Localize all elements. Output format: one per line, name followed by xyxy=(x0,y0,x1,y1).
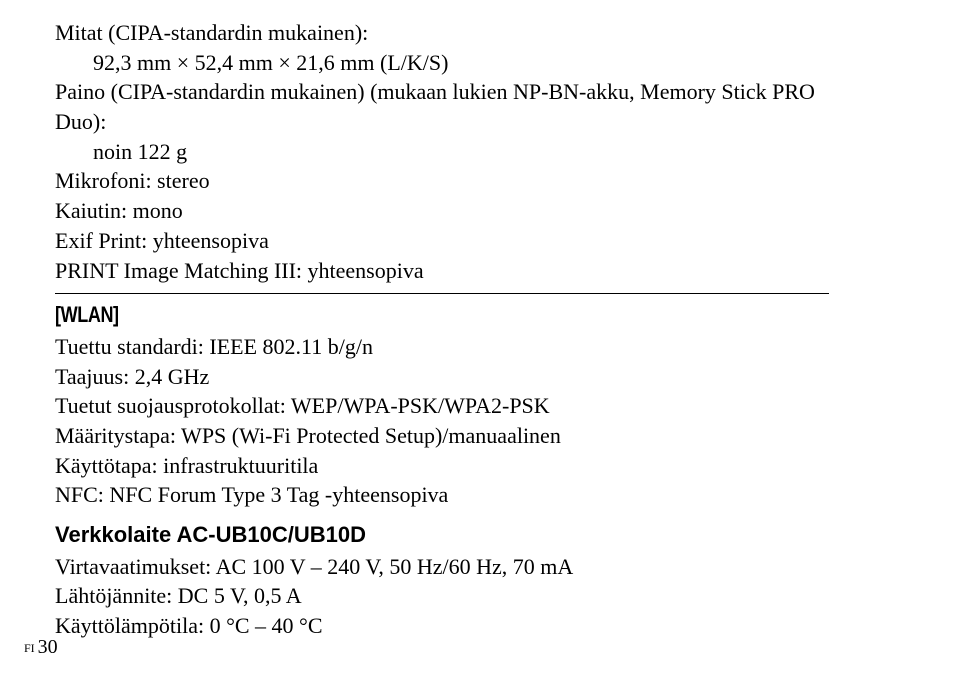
weight-label-line2: Duo): xyxy=(55,107,829,137)
wlan-setup: Määritystapa: WPS (Wi-Fi Protected Setup… xyxy=(55,421,829,451)
speaker-spec: Kaiutin: mono xyxy=(55,196,829,226)
weight-value: noin 122 g xyxy=(55,137,829,167)
adapter-heading: Verkkolaite AC-UB10C/UB10D xyxy=(55,520,829,550)
pim-spec: PRINT Image Matching III: yhteensopiva xyxy=(55,256,829,286)
weight-label-line1: Paino (CIPA-standardin mukainen) (mukaan… xyxy=(55,77,829,107)
page-footer: FI 30 xyxy=(24,636,58,659)
dimensions-value: 92,3 mm × 52,4 mm × 21,6 mm (L/K/S) xyxy=(55,48,829,78)
wlan-usage: Käyttötapa: infrastruktuuritila xyxy=(55,451,829,481)
footer-prefix: FI xyxy=(24,641,35,655)
document-content: Mitat (CIPA-standardin mukainen): 92,3 m… xyxy=(55,18,829,641)
wlan-heading: [WLAN] xyxy=(55,300,690,330)
wlan-security: Tuetut suojausprotokollat: WEP/WPA-PSK/W… xyxy=(55,391,829,421)
wlan-standard: Tuettu standardi: IEEE 802.11 b/g/n xyxy=(55,332,829,362)
microphone-spec: Mikrofoni: stereo xyxy=(55,166,829,196)
adapter-power-req: Virtavaatimukset: AC 100 V – 240 V, 50 H… xyxy=(55,552,829,582)
exif-spec: Exif Print: yhteensopiva xyxy=(55,226,829,256)
page-number: 30 xyxy=(38,636,58,658)
dimensions-label: Mitat (CIPA-standardin mukainen): xyxy=(55,18,829,48)
section-divider xyxy=(55,293,829,294)
adapter-operating-temp: Käyttölämpötila: 0 °C – 40 °C xyxy=(55,611,829,641)
wlan-nfc: NFC: NFC Forum Type 3 Tag -yhteensopiva xyxy=(55,480,829,510)
adapter-output-voltage: Lähtöjännite: DC 5 V, 0,5 A xyxy=(55,581,829,611)
wlan-frequency: Taajuus: 2,4 GHz xyxy=(55,362,829,392)
